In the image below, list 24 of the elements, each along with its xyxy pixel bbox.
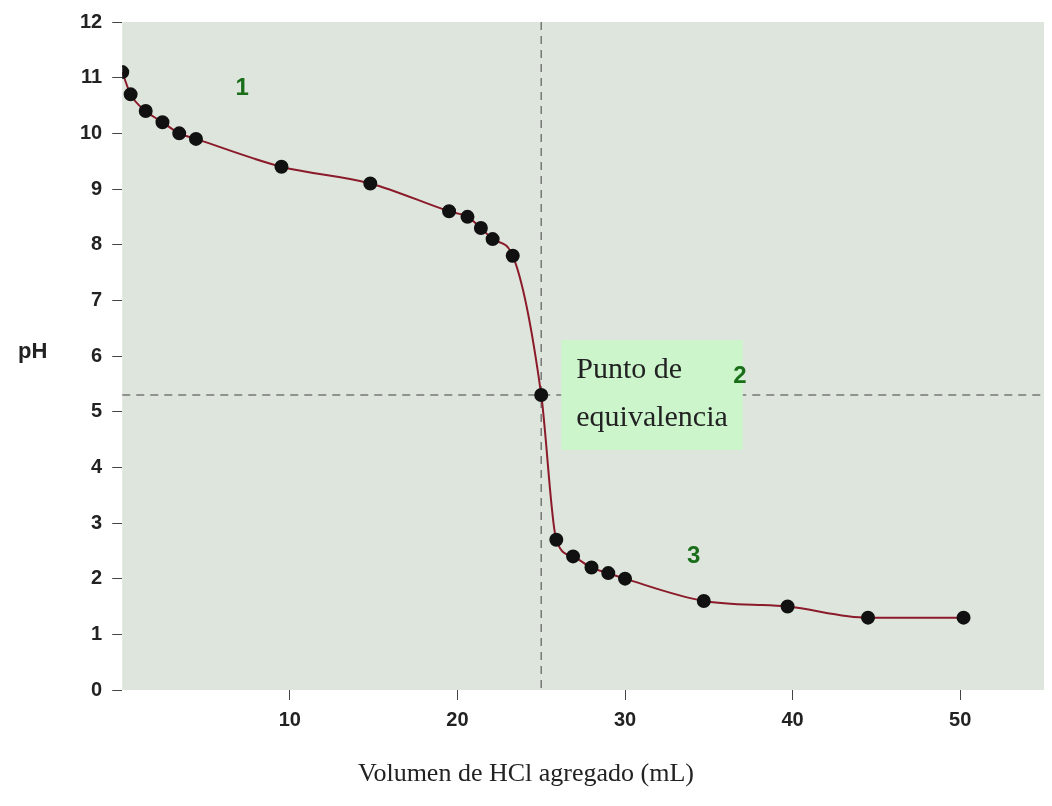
y-tick-label: 12 — [80, 9, 103, 32]
y-tick-label: 11 — [81, 65, 103, 88]
annotation: 3 — [687, 541, 701, 569]
y-axis-title: pH — [18, 338, 48, 364]
x-axis-title: Volumen de HCl agregado (mL) — [357, 758, 695, 788]
y-tick-label: 2 — [91, 566, 103, 589]
y-tick-label: 8 — [91, 232, 103, 255]
x-tick-label: 50 — [949, 707, 972, 730]
x-tick-label: 40 — [781, 707, 804, 730]
y-tick-label: 5 — [91, 399, 103, 422]
x-tick-label: 20 — [446, 707, 469, 730]
y-tick-label: 3 — [91, 510, 103, 533]
y-tick-label: 9 — [91, 176, 103, 199]
x-tick-label: 10 — [278, 707, 301, 730]
annotation: 1 — [235, 73, 249, 101]
y-tick-label: 7 — [91, 287, 103, 310]
y-tick-label: 1 — [91, 621, 103, 644]
y-tick-label: 6 — [91, 343, 103, 366]
annotation: 2 — [733, 360, 747, 388]
x-tick-label: 30 — [613, 707, 637, 730]
y-tick-label: 4 — [91, 454, 104, 477]
y-tick-label: 10 — [80, 120, 103, 143]
annotation: Punto de equivalencia — [576, 350, 728, 432]
y-tick-label: 0 — [91, 677, 103, 700]
